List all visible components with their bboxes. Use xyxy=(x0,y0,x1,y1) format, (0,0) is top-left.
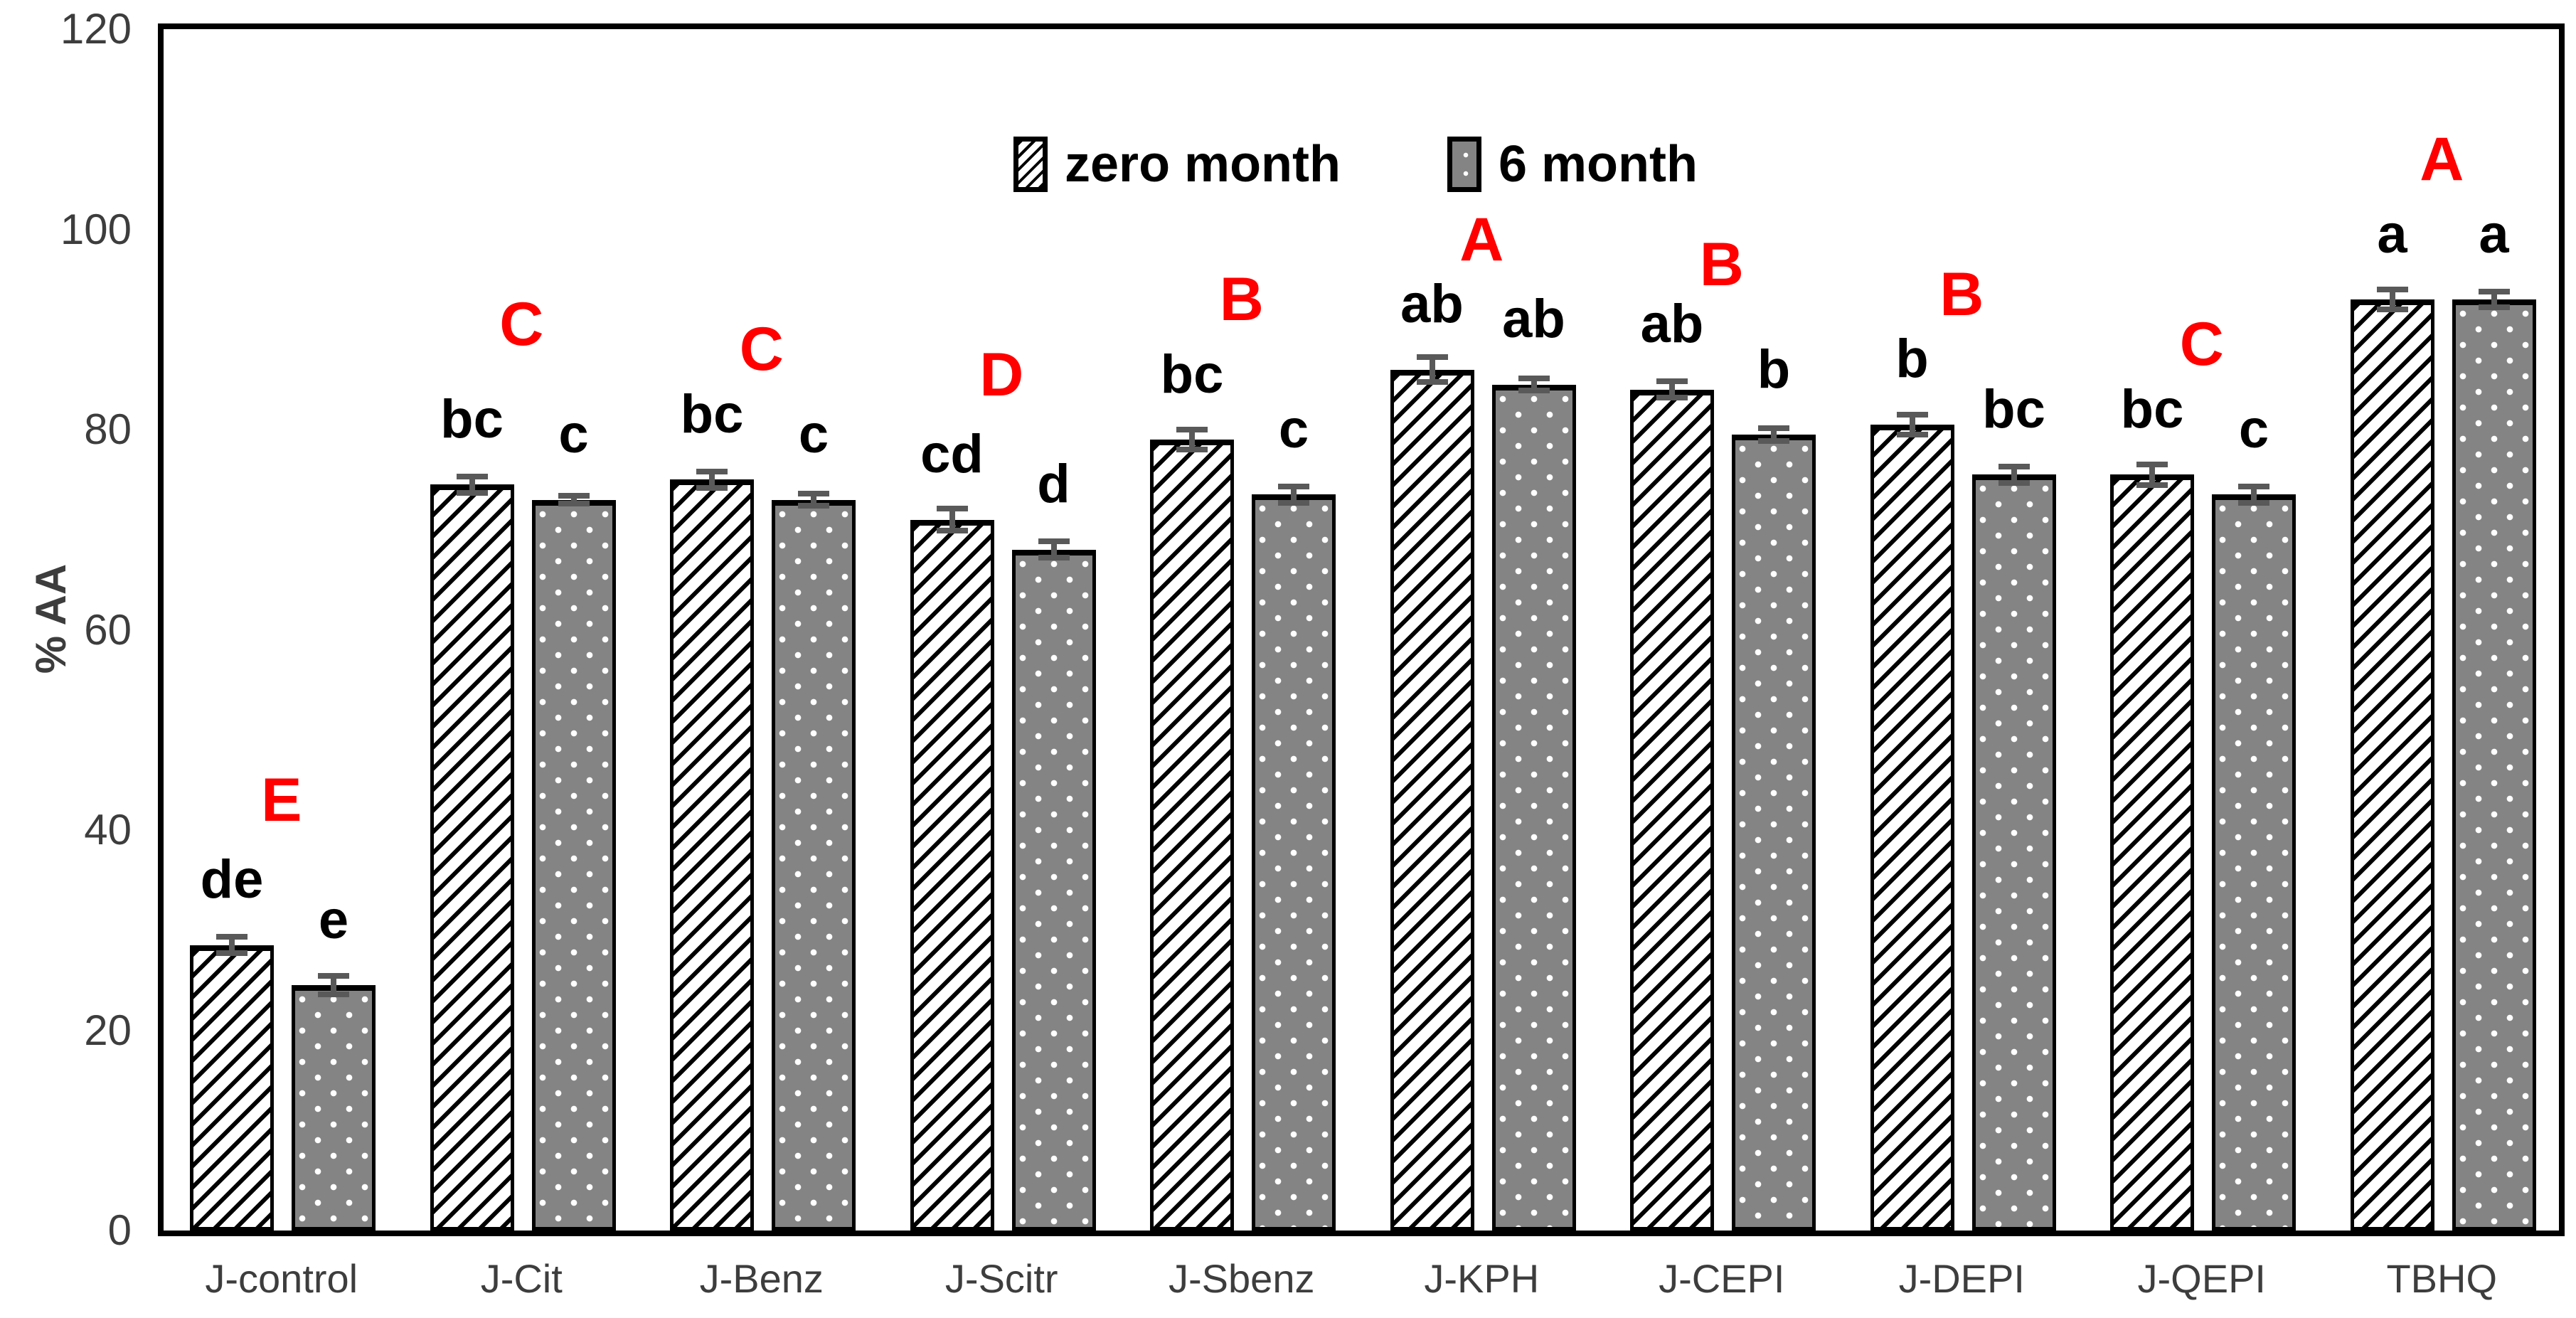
error-bar xyxy=(558,492,590,507)
plot-area xyxy=(158,23,2565,1236)
group-letter: C xyxy=(739,315,784,384)
significance-letter: bc xyxy=(680,383,744,445)
x-category-label-J-Cit: J-Cit xyxy=(480,1256,563,1301)
y-tick-label: 60 xyxy=(84,605,132,654)
significance-letter: ab xyxy=(1640,294,1704,355)
significance-letter: b xyxy=(1757,339,1791,400)
bar-6-month-TBHQ xyxy=(2452,299,2536,1231)
x-category-label-J-CEPI: J-CEPI xyxy=(1659,1256,1785,1301)
group-letter: C xyxy=(499,290,544,359)
bar-zero-month-J-Scitr xyxy=(910,519,994,1231)
x-category-label-J-Benz: J-Benz xyxy=(699,1256,824,1301)
bar-zero-month-J-KPH xyxy=(1390,369,1474,1231)
significance-letter: c xyxy=(798,404,829,465)
bar-6-month-J-control xyxy=(292,985,376,1231)
significance-letter: a xyxy=(2479,203,2509,265)
y-tick-label: 120 xyxy=(60,5,132,53)
legend-label: 6 month xyxy=(1498,136,1698,193)
y-tick-label: 40 xyxy=(84,806,132,854)
error-bar xyxy=(1758,425,1789,444)
error-bar xyxy=(456,473,488,496)
significance-letter: bc xyxy=(1160,344,1224,405)
significance-letter: a xyxy=(2377,203,2407,265)
error-bar xyxy=(2478,288,2510,311)
y-tick-label: 20 xyxy=(84,1006,132,1054)
x-category-label-J-QEPI: J-QEPI xyxy=(2137,1256,2266,1301)
x-category-label-J-control: J-control xyxy=(205,1256,358,1301)
bar-6-month-J-Benz xyxy=(772,499,856,1231)
significance-letter: bc xyxy=(2120,378,2184,440)
bar-zero-month-J-Benz xyxy=(670,479,754,1231)
hatch-swatch-icon xyxy=(1013,137,1048,192)
error-bar xyxy=(1176,426,1208,453)
bar-6-month-J-Cit xyxy=(531,499,616,1231)
dots-swatch-icon xyxy=(1447,137,1481,192)
legend-item-6-month: 6 month xyxy=(1447,137,1698,192)
legend: zero month 6 month xyxy=(1013,137,1698,192)
significance-letter: ab xyxy=(1502,289,1565,350)
significance-letter: d xyxy=(1037,454,1070,515)
bar-zero-month-J-control xyxy=(190,945,274,1231)
significance-letter: bc xyxy=(440,388,504,450)
bar-6-month-J-KPH xyxy=(1491,384,1576,1231)
significance-letter: ab xyxy=(1400,274,1464,335)
error-bar xyxy=(2136,462,2168,488)
legend-label: zero month xyxy=(1065,136,1341,193)
group-letter: D xyxy=(979,340,1024,409)
legend-item-zero-month: zero month xyxy=(1013,137,1341,192)
significance-letter: cd xyxy=(920,424,984,485)
bar-zero-month-J-CEPI xyxy=(1630,389,1714,1231)
x-category-label-J-Scitr: J-Scitr xyxy=(944,1256,1058,1301)
bar-zero-month-J-Sbenz xyxy=(1150,440,1234,1231)
bar-zero-month-J-QEPI xyxy=(2110,474,2194,1231)
x-category-label-J-DEPI: J-DEPI xyxy=(1898,1256,2025,1301)
group-letter: C xyxy=(2179,310,2224,379)
group-letter: B xyxy=(1219,265,1264,334)
error-bar xyxy=(2376,286,2408,313)
group-letter: E xyxy=(261,765,302,834)
bar-6-month-J-QEPI xyxy=(2212,494,2296,1231)
significance-letter: b xyxy=(1895,329,1929,390)
significance-letter: c xyxy=(2238,399,2269,459)
error-bar xyxy=(1038,538,1070,561)
group-letter: A xyxy=(2420,124,2464,193)
group-letter: B xyxy=(1939,260,1984,329)
significance-letter: e xyxy=(318,889,349,950)
group-letter: B xyxy=(1699,230,1744,299)
group-letter: A xyxy=(1459,205,1504,274)
bar-zero-month-J-Cit xyxy=(430,484,514,1231)
bar-6-month-J-Sbenz xyxy=(1252,494,1336,1231)
error-bar xyxy=(1896,411,1928,438)
error-bar xyxy=(1278,484,1309,506)
significance-letter: de xyxy=(200,849,264,910)
bar-6-month-J-Scitr xyxy=(1011,549,1096,1231)
error-bar xyxy=(1416,354,1448,385)
y-tick-label: 0 xyxy=(107,1206,132,1254)
bar-zero-month-J-DEPI xyxy=(1870,424,1954,1231)
error-bar xyxy=(936,505,968,534)
error-bar xyxy=(318,973,349,998)
significance-letter: bc xyxy=(1982,378,2045,440)
x-category-label-J-KPH: J-KPH xyxy=(1424,1256,1540,1301)
error-bar xyxy=(798,490,829,509)
y-tick-label: 80 xyxy=(84,405,132,453)
significance-letter: c xyxy=(1278,399,1309,459)
bar-zero-month-TBHQ xyxy=(2350,299,2434,1231)
y-tick-label: 100 xyxy=(60,205,132,253)
x-category-label-TBHQ: TBHQ xyxy=(2386,1256,2498,1301)
error-bar xyxy=(2238,484,2269,506)
error-bar xyxy=(1518,375,1550,394)
error-bar xyxy=(216,934,248,957)
x-category-label-J-Sbenz: J-Sbenz xyxy=(1169,1256,1315,1301)
bar-6-month-J-DEPI xyxy=(1971,474,2056,1231)
error-bar xyxy=(1998,463,2030,486)
error-bar xyxy=(1656,378,1688,401)
bar-6-month-J-CEPI xyxy=(1732,435,1816,1231)
error-bar xyxy=(696,468,728,491)
significance-letter: c xyxy=(558,404,589,465)
